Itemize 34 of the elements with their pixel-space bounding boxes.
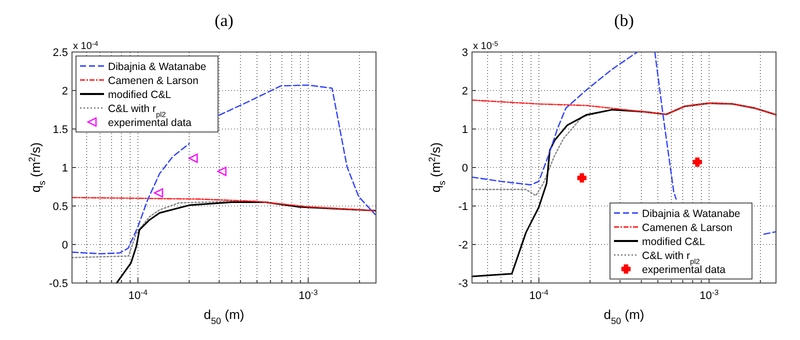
legend-label: Dibajnia & Watanabe	[108, 61, 206, 73]
legend-label: experimental data	[108, 117, 192, 129]
legend-label: C&L with r$_{pl2}$	[642, 250, 700, 266]
x-tick-label: 10$^{-4}$	[128, 288, 148, 302]
x-tick-label: 10$^{-3}$	[298, 288, 318, 302]
legend-label: Dibajnia & Watanabe	[642, 208, 740, 220]
annotation: x 10$^{-5}$	[473, 40, 498, 52]
y-tick-label: 1	[462, 124, 468, 136]
legend-label: C&L with r$_{pl2}$	[108, 103, 166, 118]
y-tick-label: 1.5	[52, 124, 68, 136]
y-tick-label: 3	[462, 47, 468, 59]
y-tick-label: -3	[458, 278, 468, 290]
y-tick-label: 2	[462, 86, 468, 98]
annotation: x 10$^{-4}$	[73, 40, 98, 52]
x-axis-title: d$_{50}$ (m)	[604, 307, 644, 326]
legend-label: experimental data	[642, 264, 726, 276]
x-tick-label: 10$^{-3}$	[700, 288, 719, 302]
y-tick-label: 0	[62, 240, 68, 252]
legend-label: modified C&L	[108, 89, 172, 101]
y-tick-label: 2.5	[52, 47, 68, 59]
legend-label: Camenen & Larson	[642, 222, 733, 234]
y-tick-label: 1	[62, 162, 68, 174]
y-tick-label: 2	[62, 86, 68, 98]
legend-label: modified C&L	[642, 236, 706, 248]
x-axis-title: d$_{50}$ (m)	[204, 307, 244, 326]
y-tick-label: -1	[458, 201, 468, 213]
y-tick-label: -2	[458, 240, 468, 252]
y-tick-label: 0	[462, 162, 468, 174]
y-tick-label: 0.5	[52, 201, 68, 213]
chart-title: (b)	[614, 11, 634, 30]
chart-title: (a)	[214, 11, 234, 30]
y-tick-label: -0.5	[49, 278, 68, 290]
legend-label: Camenen & Larson	[108, 75, 199, 87]
x-tick-label: 10$^{-4}$	[529, 288, 550, 302]
